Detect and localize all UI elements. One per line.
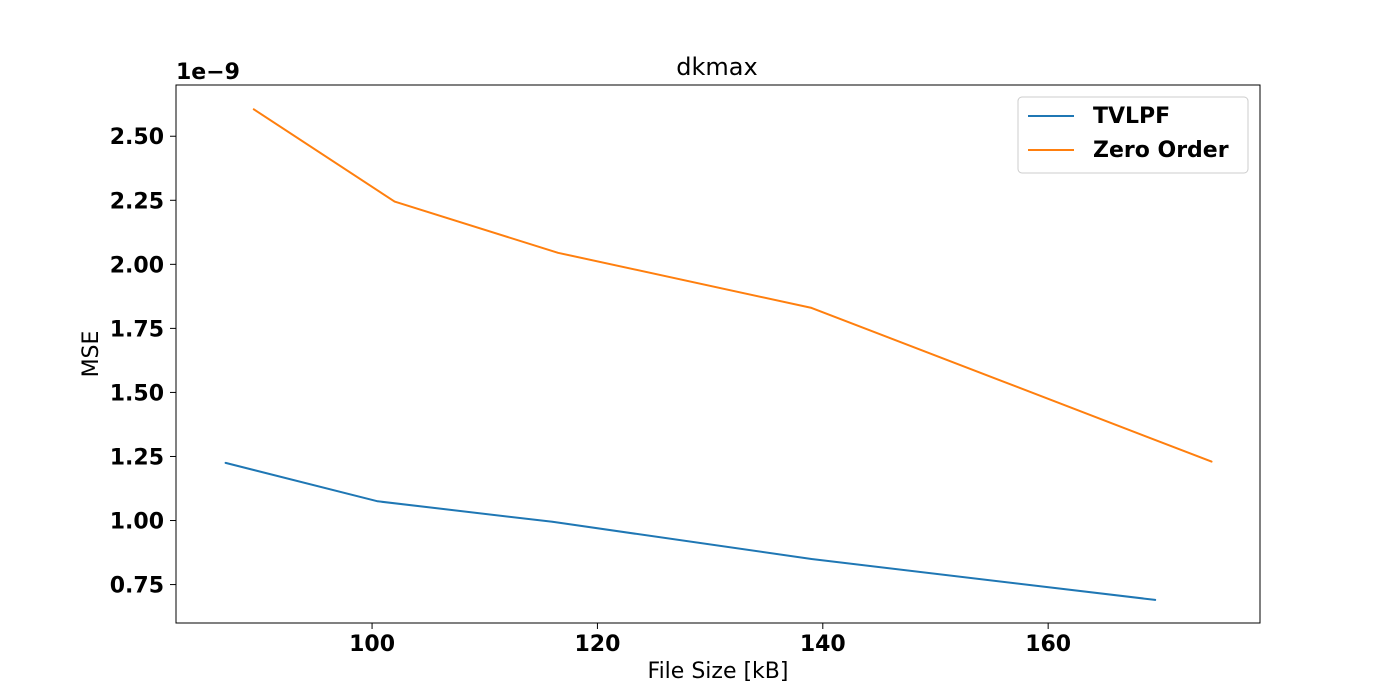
y-tick-label: 1.50 bbox=[110, 381, 164, 406]
data-point bbox=[376, 500, 379, 503]
y-tick-label: 2.50 bbox=[110, 125, 164, 150]
data-point bbox=[1154, 599, 1157, 601]
y-tick-label: 2.00 bbox=[110, 253, 164, 278]
series-line-tvlpf bbox=[224, 461, 1157, 601]
y-offset-label: 1e−9 bbox=[176, 60, 240, 85]
y-tick-label: 1.75 bbox=[110, 317, 164, 342]
data-point bbox=[393, 200, 396, 203]
y-axis-label: MSE bbox=[79, 331, 104, 378]
chart-title: dkmax bbox=[676, 53, 757, 81]
legend-label-tvlpf: TVLPF bbox=[1093, 104, 1170, 129]
data-point bbox=[810, 307, 813, 309]
axes-frame bbox=[175, 84, 1261, 624]
plot-area bbox=[224, 108, 1213, 601]
x-tick-label: 160 bbox=[1025, 632, 1071, 657]
data-point bbox=[252, 108, 255, 111]
data-point bbox=[224, 462, 227, 464]
y-tick-label: 2.25 bbox=[110, 189, 164, 214]
x-tick-label: 140 bbox=[800, 632, 846, 657]
y-axis: 0.75 1.00 1.25 1.50 1.75 2.00 2.25 2.50 bbox=[110, 125, 176, 599]
x-axis-label: File Size [kB] bbox=[648, 659, 789, 684]
x-axis: 100 120 140 160 bbox=[349, 623, 1071, 657]
y-tick-label: 1.00 bbox=[110, 510, 164, 535]
legend: TVLPF Zero Order bbox=[1017, 96, 1249, 174]
legend-frame bbox=[1017, 96, 1249, 174]
x-tick-label: 120 bbox=[574, 632, 620, 657]
data-point bbox=[810, 558, 813, 560]
y-tick-label: 1.25 bbox=[110, 445, 164, 470]
x-tick-label: 100 bbox=[349, 632, 395, 657]
legend-label-zero-order: Zero Order bbox=[1093, 138, 1229, 163]
data-point bbox=[557, 252, 559, 254]
data-point bbox=[1210, 460, 1213, 463]
data-point bbox=[551, 521, 554, 523]
y-tick-label: 0.75 bbox=[110, 574, 164, 599]
